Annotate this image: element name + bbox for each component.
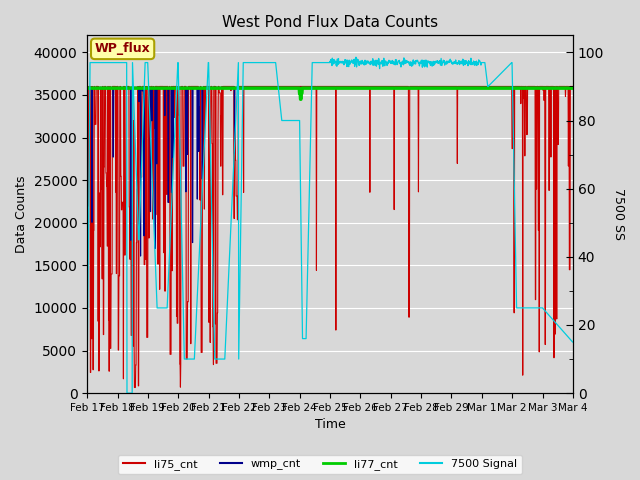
Text: WP_flux: WP_flux: [95, 42, 150, 55]
Y-axis label: Data Counts: Data Counts: [15, 176, 28, 253]
Title: West Pond Flux Data Counts: West Pond Flux Data Counts: [222, 15, 438, 30]
Y-axis label: 7500 SS: 7500 SS: [612, 188, 625, 240]
X-axis label: Time: Time: [315, 419, 346, 432]
Legend: li75_cnt, wmp_cnt, li77_cnt, 7500 Signal: li75_cnt, wmp_cnt, li77_cnt, 7500 Signal: [118, 455, 522, 474]
